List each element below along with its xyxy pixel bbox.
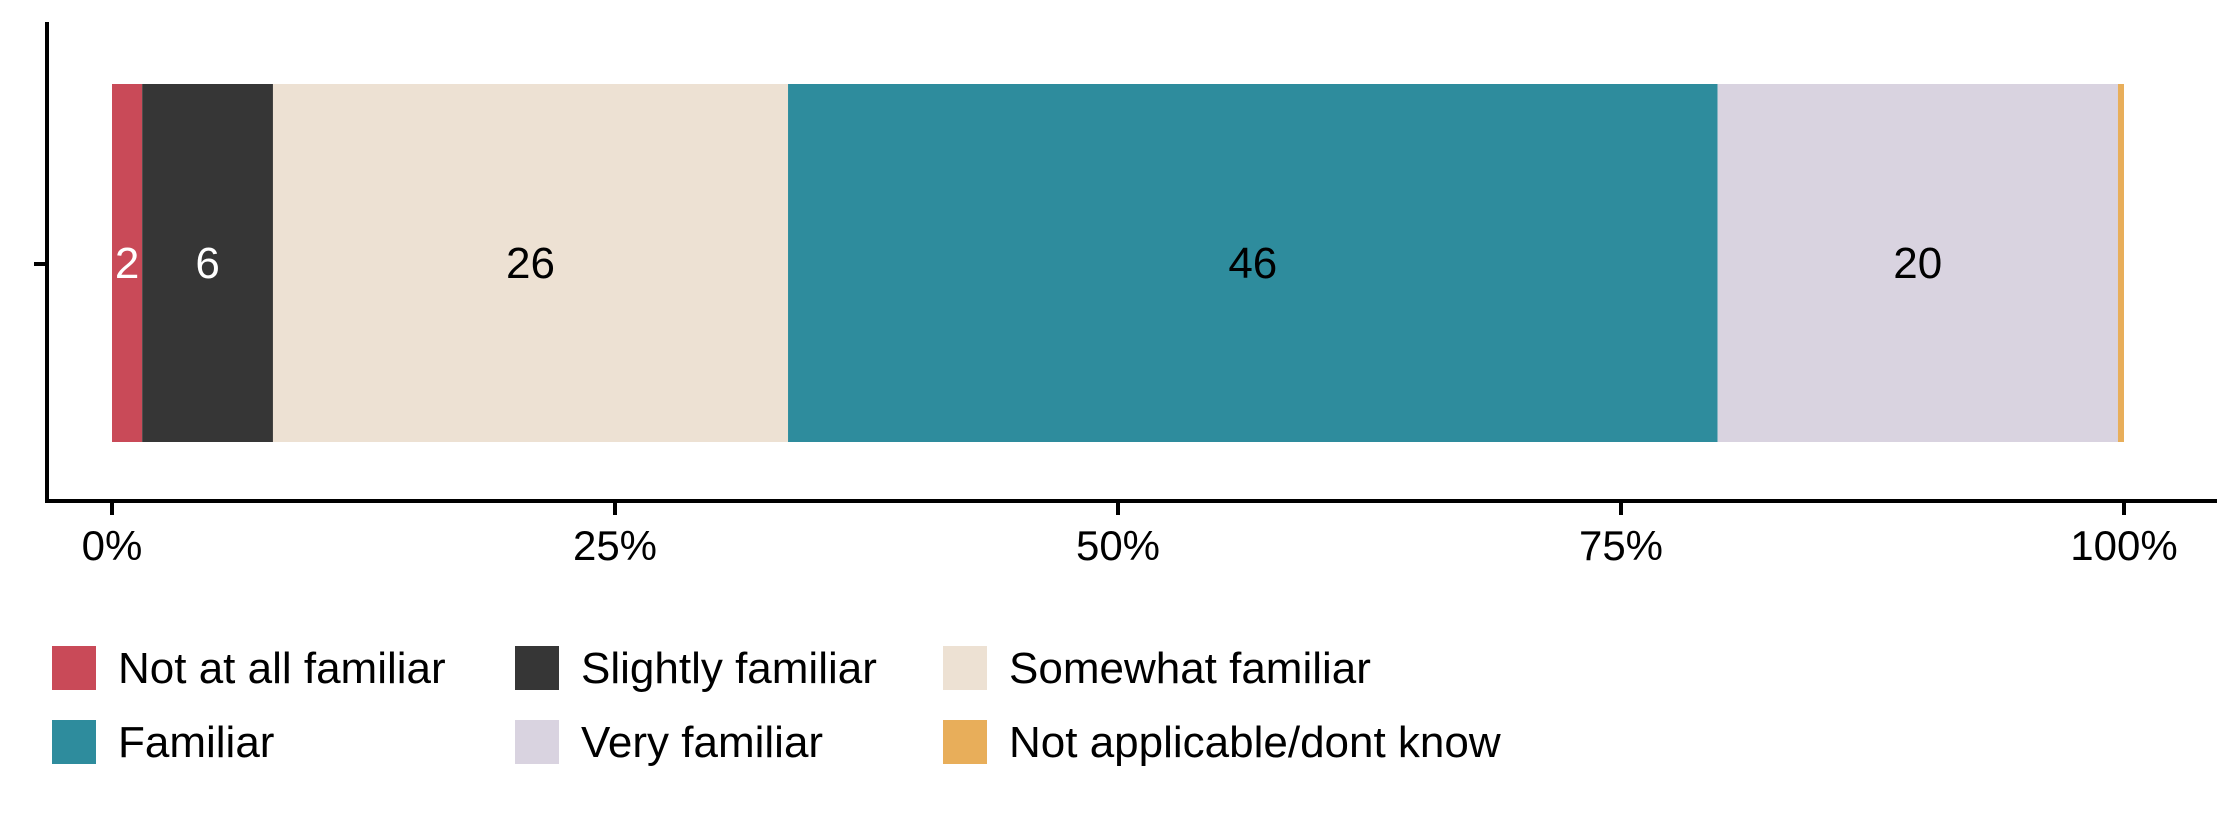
x-tick-label: 0%: [82, 522, 143, 569]
x-axis-ticks: 0% 25% 50% 75% 100%: [82, 501, 2178, 569]
legend-label: Not at all familiar: [118, 644, 446, 693]
bar-segment-familiar: [788, 84, 1718, 442]
legend-swatch: [52, 720, 96, 764]
legend-label: Very familiar: [581, 718, 823, 767]
data-label-not-at-all-familiar: 2: [115, 239, 139, 288]
legend-swatch: [943, 646, 987, 690]
data-label-somewhat-familiar: 26: [506, 239, 555, 288]
legend-swatch: [943, 720, 987, 764]
legend-label: Not applicable/dont know: [1009, 718, 1501, 767]
legend-item-slightly-familiar: Slightly familiar: [515, 644, 877, 693]
x-tick-label: 25%: [573, 522, 657, 569]
legend-label: Somewhat familiar: [1009, 644, 1371, 693]
x-tick-label: 50%: [1076, 522, 1160, 569]
bar-segment-somewhat-familiar: [272, 84, 789, 442]
legend-item-somewhat-familiar: Somewhat familiar: [943, 644, 1371, 693]
bar-segment-not-applicable-dont-know: [2117, 84, 2124, 442]
legend-item-very-familiar: Very familiar: [515, 718, 823, 767]
legend-label: Slightly familiar: [581, 644, 877, 693]
legend-swatch: [515, 646, 559, 690]
data-label-very-familiar: 20: [1893, 239, 1942, 288]
legend: Not at all familiar Slightly familiar Some…: [52, 644, 1501, 767]
data-label-familiar: 46: [1228, 239, 1277, 288]
legend-item-familiar: Familiar: [52, 718, 274, 767]
bar-segment-very-familiar: [1717, 84, 2118, 442]
legend-item-not-at-all-familiar: Not at all familiar: [52, 644, 446, 693]
legend-label: Familiar: [118, 718, 274, 767]
segment-labels: 2 6 26 46 20: [115, 239, 1942, 288]
legend-swatch: [515, 720, 559, 764]
bar-segment-slightly-familiar: [142, 84, 273, 442]
bar-segments: [112, 84, 2124, 442]
x-tick-label: 75%: [1579, 522, 1663, 569]
legend-item-not-applicable-dont-know: Not applicable/dont know: [943, 718, 1501, 767]
bar-segment-not-at-all-familiar: [112, 84, 143, 442]
x-tick-label: 100%: [2070, 522, 2177, 569]
legend-swatch: [52, 646, 96, 690]
data-label-slightly-familiar: 6: [195, 239, 219, 288]
